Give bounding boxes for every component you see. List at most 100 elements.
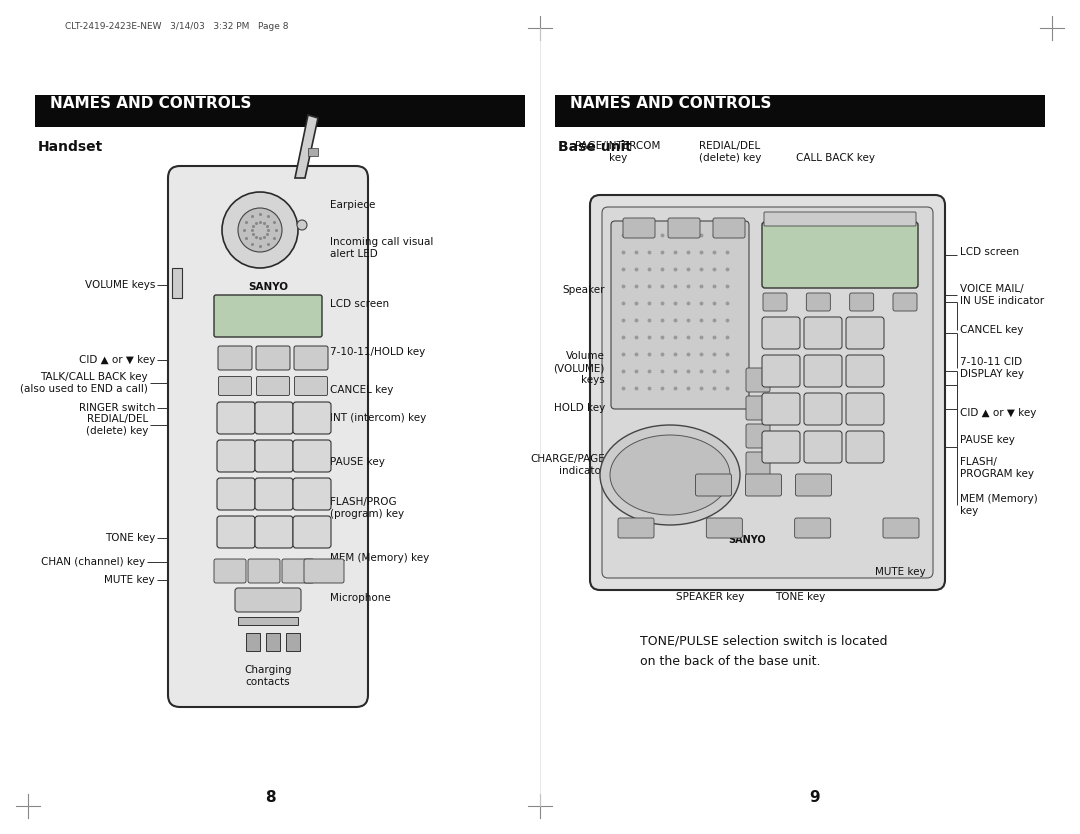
FancyBboxPatch shape — [214, 295, 322, 337]
Text: 7-10-11: 7-10-11 — [301, 355, 321, 360]
Text: #
11: # 11 — [309, 526, 315, 537]
FancyBboxPatch shape — [282, 559, 314, 583]
Text: *: * — [780, 445, 783, 450]
Text: NAMES AND CONTROLS: NAMES AND CONTROLS — [50, 96, 252, 111]
Text: 3: 3 — [863, 330, 867, 335]
Text: MNO
6: MNO 6 — [306, 450, 318, 461]
FancyBboxPatch shape — [850, 293, 874, 311]
Text: #: # — [862, 445, 867, 450]
Text: WXYZ
9: WXYZ 9 — [305, 489, 320, 500]
Circle shape — [238, 208, 282, 252]
Text: HOLD key: HOLD key — [554, 403, 605, 413]
Text: CANCEL key: CANCEL key — [960, 325, 1024, 335]
FancyBboxPatch shape — [762, 317, 800, 349]
Text: 7-10-11/HOLD key: 7-10-11/HOLD key — [330, 347, 426, 357]
Text: 7-10-11 CID
DISPLAY key: 7-10-11 CID DISPLAY key — [960, 357, 1024, 379]
FancyBboxPatch shape — [893, 293, 917, 311]
FancyBboxPatch shape — [762, 222, 918, 288]
FancyBboxPatch shape — [746, 368, 770, 392]
FancyBboxPatch shape — [294, 346, 328, 370]
FancyBboxPatch shape — [745, 474, 782, 496]
Text: NAMES AND CONTROLS: NAMES AND CONTROLS — [570, 96, 771, 111]
Circle shape — [297, 220, 307, 230]
FancyBboxPatch shape — [255, 402, 293, 434]
Text: JKL
5: JKL 5 — [270, 450, 278, 461]
Text: FLASH
PROG: FLASH PROG — [318, 566, 330, 575]
Polygon shape — [295, 115, 318, 178]
Text: LCD screen: LCD screen — [330, 299, 389, 309]
Text: PAGE/INTERCOM
key: PAGE/INTERCOM key — [576, 142, 661, 163]
Text: CALL BACK key: CALL BACK key — [796, 153, 875, 163]
Text: 5: 5 — [821, 369, 825, 374]
FancyBboxPatch shape — [217, 402, 255, 434]
Text: MEM (Memory)
key: MEM (Memory) key — [960, 495, 1038, 515]
Text: Handset: Handset — [38, 140, 104, 154]
Text: 2.4 GHz: 2.4 GHz — [254, 597, 282, 603]
Text: CANCEL: CANCEL — [301, 384, 321, 389]
Text: 6: 6 — [863, 369, 867, 374]
Bar — [555, 95, 1045, 127]
Text: SPEAKER key: SPEAKER key — [676, 592, 744, 602]
Text: *: * — [234, 530, 238, 535]
Text: on the back of the base unit.: on the back of the base unit. — [640, 655, 821, 668]
FancyBboxPatch shape — [846, 317, 885, 349]
FancyBboxPatch shape — [303, 559, 345, 583]
Text: Earpiece: Earpiece — [330, 200, 376, 210]
Text: PAUSE key: PAUSE key — [330, 457, 384, 467]
Bar — [172, 268, 183, 298]
FancyBboxPatch shape — [248, 559, 280, 583]
Text: VOLUME keys: VOLUME keys — [84, 280, 156, 290]
Text: CANCEL key: CANCEL key — [330, 385, 393, 395]
Text: CID ▲ or ▼ key: CID ▲ or ▼ key — [79, 355, 156, 365]
FancyBboxPatch shape — [217, 478, 255, 510]
Text: 9: 9 — [863, 406, 867, 411]
Text: 2: 2 — [821, 330, 825, 335]
Text: CLT-2419-2423E-NEW   3/14/03   3:32 PM   Page 8: CLT-2419-2423E-NEW 3/14/03 3:32 PM Page … — [65, 22, 288, 31]
FancyBboxPatch shape — [762, 293, 787, 311]
Text: INT: INT — [269, 384, 278, 389]
FancyBboxPatch shape — [696, 474, 731, 496]
Text: GHI
4: GHI 4 — [231, 450, 241, 461]
Text: Volume
(VOLUME)
keys: Volume (VOLUME) keys — [554, 351, 605, 384]
FancyBboxPatch shape — [295, 376, 327, 395]
Text: SANYO: SANYO — [729, 535, 767, 545]
Text: TONE key: TONE key — [774, 592, 825, 602]
FancyBboxPatch shape — [795, 518, 831, 538]
Text: Base unit: Base unit — [558, 140, 632, 154]
FancyBboxPatch shape — [804, 355, 842, 387]
Ellipse shape — [600, 425, 740, 525]
Text: SANYO: SANYO — [248, 282, 288, 292]
FancyBboxPatch shape — [846, 393, 885, 425]
FancyBboxPatch shape — [235, 588, 301, 612]
Text: CID ▲ or ▼ key: CID ▲ or ▼ key — [960, 408, 1037, 418]
Text: TALK/CALL BACK key
(also used to END a call): TALK/CALL BACK key (also used to END a c… — [21, 372, 148, 394]
Text: MUTE key: MUTE key — [875, 567, 926, 577]
FancyBboxPatch shape — [746, 396, 770, 420]
FancyBboxPatch shape — [746, 424, 770, 448]
Text: Speaker: Speaker — [563, 285, 605, 295]
Text: TONE key: TONE key — [105, 533, 156, 543]
FancyBboxPatch shape — [762, 393, 800, 425]
Bar — [246, 633, 260, 651]
FancyBboxPatch shape — [846, 431, 885, 463]
Text: 1: 1 — [779, 330, 783, 335]
Text: PAUSE key: PAUSE key — [960, 435, 1015, 445]
FancyBboxPatch shape — [623, 218, 654, 238]
FancyBboxPatch shape — [764, 212, 916, 226]
Text: INT (intercom) key: INT (intercom) key — [330, 413, 427, 423]
FancyBboxPatch shape — [611, 221, 750, 409]
Text: MEM (Memory) key: MEM (Memory) key — [330, 553, 429, 563]
Text: 8: 8 — [821, 406, 825, 411]
Text: DEF
3: DEF 3 — [307, 413, 316, 424]
FancyBboxPatch shape — [762, 431, 800, 463]
Text: CALL
BACK: CALL BACK — [228, 353, 242, 364]
Text: 9: 9 — [810, 790, 821, 805]
FancyBboxPatch shape — [218, 376, 252, 395]
Bar — [266, 633, 280, 651]
Text: MUTE key: MUTE key — [105, 575, 156, 585]
FancyBboxPatch shape — [293, 516, 330, 548]
Text: Microphone: Microphone — [330, 593, 391, 603]
Text: CHAN: CHAN — [225, 569, 235, 573]
FancyBboxPatch shape — [602, 207, 933, 578]
Text: CHARGE/PAGE
indicator: CHARGE/PAGE indicator — [530, 455, 605, 476]
